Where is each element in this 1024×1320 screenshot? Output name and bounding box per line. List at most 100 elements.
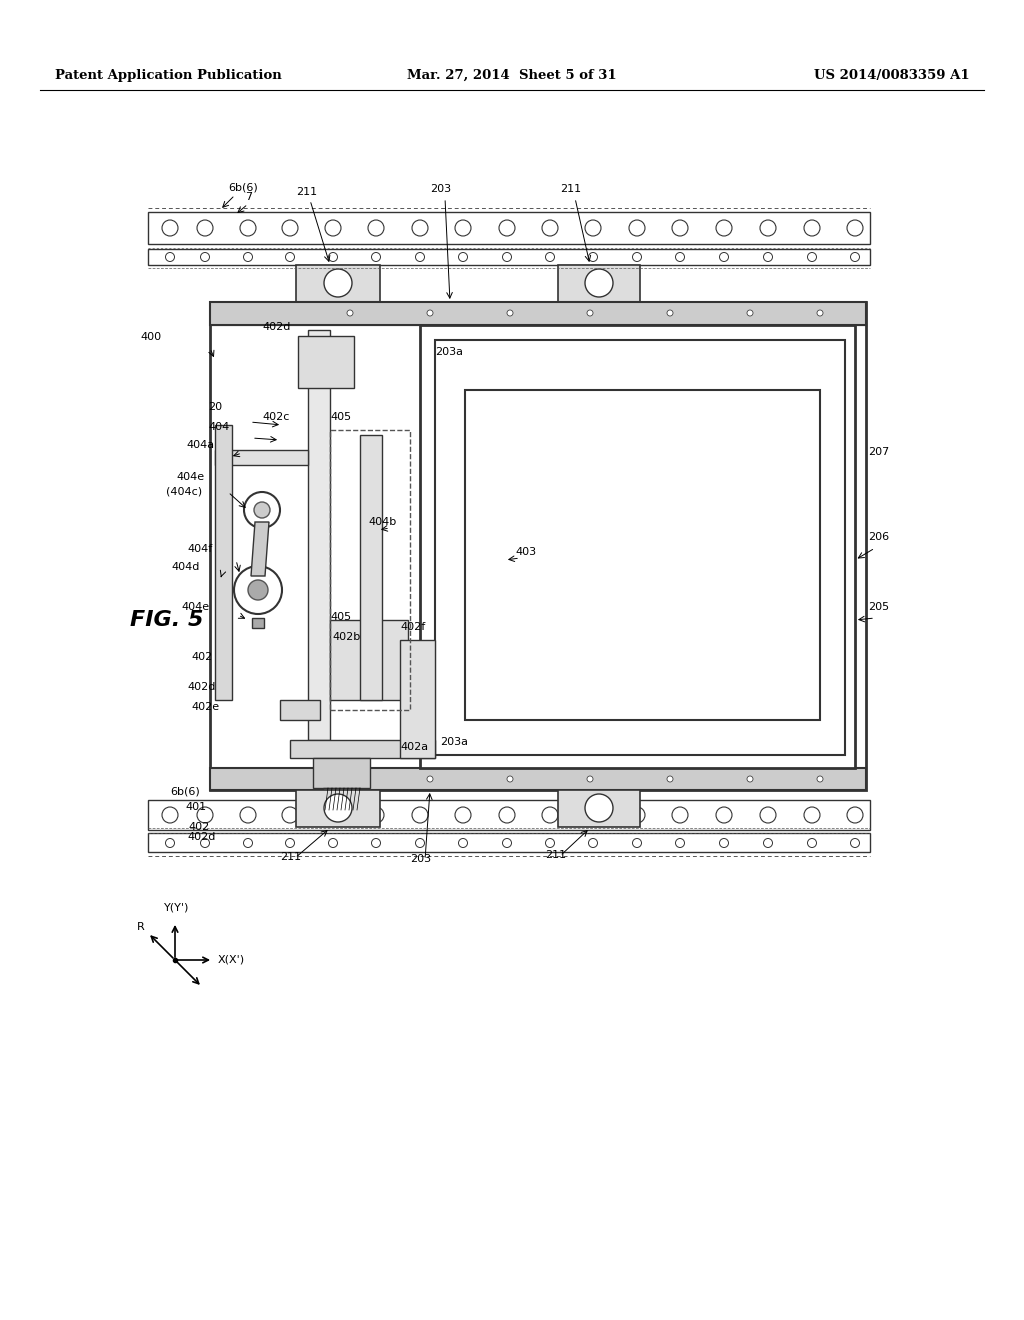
Circle shape bbox=[764, 838, 772, 847]
Circle shape bbox=[244, 252, 253, 261]
Text: 400: 400 bbox=[141, 333, 162, 342]
Circle shape bbox=[542, 807, 558, 822]
Circle shape bbox=[847, 220, 863, 236]
Circle shape bbox=[347, 776, 353, 781]
Circle shape bbox=[412, 220, 428, 236]
Circle shape bbox=[817, 776, 823, 781]
Circle shape bbox=[587, 776, 593, 781]
Circle shape bbox=[254, 502, 270, 517]
Text: 203a: 203a bbox=[440, 737, 468, 747]
Circle shape bbox=[760, 220, 776, 236]
Circle shape bbox=[286, 252, 295, 261]
Circle shape bbox=[546, 838, 555, 847]
Text: FIG. 5: FIG. 5 bbox=[130, 610, 204, 630]
Circle shape bbox=[416, 838, 425, 847]
Circle shape bbox=[503, 252, 512, 261]
Text: 402a: 402a bbox=[400, 742, 428, 752]
Circle shape bbox=[282, 807, 298, 822]
Circle shape bbox=[760, 807, 776, 822]
Text: US 2014/0083359 A1: US 2014/0083359 A1 bbox=[814, 69, 970, 82]
Text: 6b(6): 6b(6) bbox=[228, 182, 258, 191]
Text: 20: 20 bbox=[208, 403, 222, 412]
Circle shape bbox=[347, 310, 353, 315]
Circle shape bbox=[847, 807, 863, 822]
Bar bbox=[296, 265, 380, 302]
Circle shape bbox=[372, 838, 381, 847]
Circle shape bbox=[585, 807, 601, 822]
Text: 402d: 402d bbox=[187, 832, 216, 842]
Circle shape bbox=[248, 579, 268, 601]
Text: 404d: 404d bbox=[172, 562, 200, 572]
Circle shape bbox=[851, 252, 859, 261]
Polygon shape bbox=[251, 521, 269, 576]
Circle shape bbox=[325, 807, 341, 822]
Text: Y(Y'): Y(Y') bbox=[164, 902, 189, 912]
Text: 401: 401 bbox=[186, 803, 207, 812]
Text: 207: 207 bbox=[868, 447, 889, 457]
Circle shape bbox=[589, 838, 597, 847]
Polygon shape bbox=[252, 618, 264, 628]
Bar bbox=[210, 302, 866, 789]
Circle shape bbox=[629, 807, 645, 822]
Bar bbox=[465, 389, 820, 719]
Text: 404b: 404b bbox=[368, 517, 396, 527]
Bar bbox=[210, 302, 866, 325]
Circle shape bbox=[716, 807, 732, 822]
Circle shape bbox=[746, 776, 753, 781]
Text: 402b: 402b bbox=[332, 632, 360, 642]
Text: 402f: 402f bbox=[400, 622, 425, 632]
Bar bbox=[215, 450, 308, 465]
Circle shape bbox=[633, 252, 641, 261]
Text: 211: 211 bbox=[296, 187, 317, 197]
Text: 7: 7 bbox=[245, 191, 252, 202]
Circle shape bbox=[197, 807, 213, 822]
Text: 404f: 404f bbox=[187, 544, 213, 554]
Circle shape bbox=[667, 776, 673, 781]
Text: 405: 405 bbox=[330, 612, 351, 622]
Text: 402c: 402c bbox=[262, 412, 290, 422]
Circle shape bbox=[162, 220, 178, 236]
Bar bbox=[558, 265, 640, 302]
Circle shape bbox=[324, 269, 352, 297]
Text: Patent Application Publication: Patent Application Publication bbox=[55, 69, 282, 82]
Circle shape bbox=[286, 838, 295, 847]
Bar bbox=[330, 620, 408, 700]
Circle shape bbox=[368, 220, 384, 236]
Circle shape bbox=[368, 807, 384, 822]
Circle shape bbox=[808, 838, 816, 847]
Bar bbox=[148, 800, 870, 830]
Bar bbox=[400, 640, 435, 758]
Circle shape bbox=[716, 220, 732, 236]
Circle shape bbox=[499, 220, 515, 236]
Circle shape bbox=[629, 220, 645, 236]
Circle shape bbox=[667, 310, 673, 315]
Circle shape bbox=[325, 220, 341, 236]
Text: X(X'): X(X') bbox=[218, 954, 245, 965]
Bar bbox=[210, 768, 866, 789]
Circle shape bbox=[244, 838, 253, 847]
Text: 402d: 402d bbox=[187, 682, 216, 692]
Circle shape bbox=[585, 269, 613, 297]
Text: 404e: 404e bbox=[177, 473, 205, 482]
Text: R: R bbox=[137, 921, 144, 932]
Circle shape bbox=[503, 838, 512, 847]
Text: (404c): (404c) bbox=[166, 487, 202, 498]
Circle shape bbox=[672, 220, 688, 236]
Bar bbox=[558, 789, 640, 828]
Circle shape bbox=[201, 838, 210, 847]
Circle shape bbox=[507, 310, 513, 315]
Text: 6b(6): 6b(6) bbox=[170, 787, 200, 797]
Circle shape bbox=[240, 807, 256, 822]
Circle shape bbox=[804, 220, 820, 236]
Text: 203a: 203a bbox=[435, 347, 463, 356]
Bar bbox=[420, 325, 855, 768]
Text: 404: 404 bbox=[209, 422, 230, 432]
Bar bbox=[313, 758, 370, 788]
Text: 402d: 402d bbox=[262, 322, 291, 333]
Circle shape bbox=[817, 310, 823, 315]
Text: 402e: 402e bbox=[191, 702, 220, 711]
Circle shape bbox=[746, 310, 753, 315]
Circle shape bbox=[585, 795, 613, 822]
Bar bbox=[290, 741, 435, 758]
Circle shape bbox=[546, 252, 555, 261]
